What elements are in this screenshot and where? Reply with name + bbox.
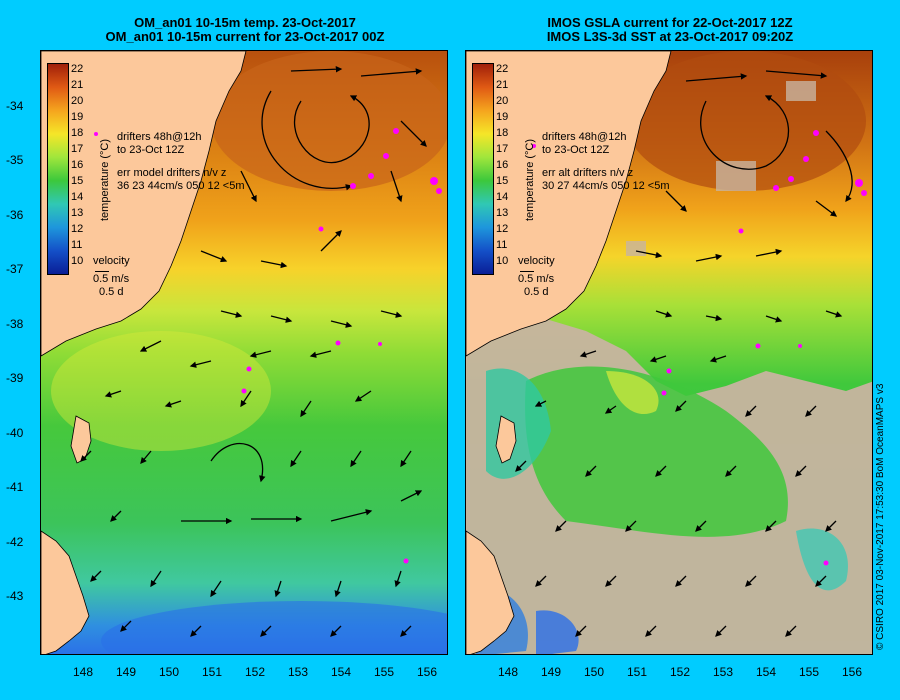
colorbar-label: 13: [496, 207, 509, 219]
colorbar-label: 13: [71, 207, 84, 219]
right-map-panel: 22 21 20 19 18 17 16 15 14 13 12 11 10 t…: [465, 50, 873, 655]
colorbar-label: 12: [496, 223, 509, 235]
land-mainland: [41, 51, 247, 357]
colorbar-title: temperature (°C): [99, 138, 111, 221]
colorbar-label: 21: [496, 79, 509, 91]
current-vectors: [80, 65, 427, 637]
lat-label: -35: [6, 153, 24, 167]
colorbar-label: 15: [496, 175, 509, 187]
colorbar-label: 21: [71, 79, 84, 91]
right-title: IMOS GSLA current for 22-Oct-2017 12Z IM…: [465, 16, 875, 44]
lon-label: 150: [583, 665, 605, 679]
velocity-arrow-icon: [95, 271, 109, 272]
land-mainland: [466, 51, 672, 357]
drifters-note: drifters 48h@12h to 23-Oct 12Z: [117, 131, 202, 156]
colorbar-label: 18: [496, 127, 509, 139]
colorbar-label: 16: [71, 159, 84, 171]
lon-label: 152: [244, 665, 266, 679]
right-map-svg: [466, 51, 872, 654]
colorbar-label: 17: [496, 143, 509, 155]
lon-label: 148: [497, 665, 519, 679]
error-stats-note: err model drifters n/v z 36 23 44cm/s 05…: [117, 167, 245, 192]
colorbar-label: 17: [71, 143, 84, 155]
lat-label: -36: [6, 208, 24, 222]
colorbar-label: 14: [496, 191, 509, 203]
lat-label: -40: [6, 426, 24, 440]
lon-label: 153: [287, 665, 309, 679]
colorbar-label: 14: [71, 191, 84, 203]
lat-label: -43: [6, 589, 24, 603]
lon-label: 148: [72, 665, 94, 679]
colorbar-label: 16: [496, 159, 509, 171]
colorbar: [47, 63, 69, 275]
left-title-line2: OM_an01 10-15m current for 23-Oct-2017 0…: [105, 29, 385, 44]
colorbar-label: 20: [496, 95, 509, 107]
left-map-svg: [41, 51, 447, 654]
right-title-line2: IMOS L3S-3d SST at 23-Oct-2017 09:20Z: [546, 29, 794, 44]
colorbar-label: 20: [71, 95, 84, 107]
lat-label: -41: [6, 480, 24, 494]
error-stats-note: err alt drifters n/v z 30 27 44cm/s 050 …: [542, 167, 670, 192]
colorbar-label: 11: [496, 239, 508, 251]
drifters-note: drifters 48h@12h to 23-Oct 12Z: [542, 131, 627, 156]
velocity-arrow-icon: [520, 271, 534, 272]
colorbar-title: temperature (°C): [524, 138, 536, 221]
lat-label: -37: [6, 262, 24, 276]
lon-label: 151: [626, 665, 648, 679]
colorbar-label: 22: [71, 63, 84, 75]
credit-text: © CSIRO 2017 03-Nov-2017 17:53:30 BoM Oc…: [875, 383, 886, 650]
lon-label: 156: [841, 665, 863, 679]
lon-label: 154: [755, 665, 777, 679]
drifter-tracks: [532, 130, 867, 566]
lat-label: -34: [6, 99, 24, 113]
lat-label: -42: [6, 535, 24, 549]
colorbar-label: 22: [496, 63, 509, 75]
lon-label: 155: [798, 665, 820, 679]
lon-label: 155: [373, 665, 395, 679]
lon-label: 150: [158, 665, 180, 679]
current-vectors: [515, 70, 853, 637]
colorbar-label: 11: [71, 239, 83, 251]
lat-label: -39: [6, 371, 24, 385]
velocity-legend: velocity 0.5 m/s 0.5 d: [518, 255, 555, 298]
sst-patches: [476, 366, 848, 654]
lon-label: 153: [712, 665, 734, 679]
lon-label: 149: [115, 665, 137, 679]
land-tasmania: [41, 530, 90, 654]
colorbar-label: 10: [71, 255, 84, 267]
lat-label: -38: [6, 317, 24, 331]
colorbar-label: 12: [71, 223, 84, 235]
left-title-line1: OM_an01 10-15m temp. 23-Oct-2017: [134, 15, 356, 30]
lon-label: 154: [330, 665, 352, 679]
colorbar-label: 10: [496, 255, 509, 267]
colorbar-label: 19: [496, 111, 509, 123]
colorbar: [472, 63, 494, 275]
left-map-panel: 22 21 20 19 18 17 16 15 14 13 12 11 10 t…: [40, 50, 448, 655]
velocity-legend: velocity 0.5 m/s 0.5 d: [93, 255, 130, 298]
drifter-tracks: [94, 128, 442, 564]
colorbar-label: 15: [71, 175, 84, 187]
land-flinders-island: [495, 415, 517, 464]
lon-label: 151: [201, 665, 223, 679]
colorbar-label: 19: [71, 111, 84, 123]
lon-label: 152: [669, 665, 691, 679]
left-title: OM_an01 10-15m temp. 23-Oct-2017 OM_an01…: [40, 16, 450, 44]
lon-label: 149: [540, 665, 562, 679]
colorbar-label: 18: [71, 127, 84, 139]
right-title-line1: IMOS GSLA current for 22-Oct-2017 12Z: [547, 15, 793, 30]
land-tasmania: [466, 530, 515, 654]
lon-label: 156: [416, 665, 438, 679]
